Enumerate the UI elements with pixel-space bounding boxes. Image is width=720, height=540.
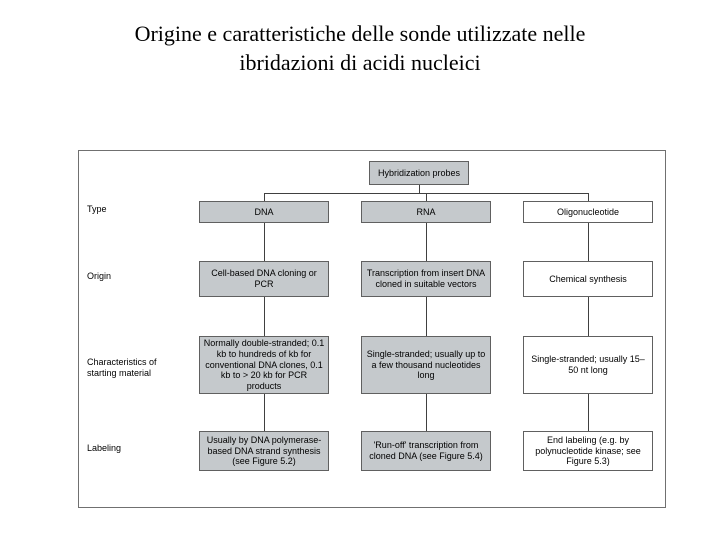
cell-type-1: RNA: [361, 201, 491, 223]
cell-type-2: Oligonucleotide: [523, 201, 653, 223]
connector-line: [264, 193, 265, 201]
cell-origin-0: Cell-based DNA cloning or PCR: [199, 261, 329, 297]
cell-characteristics-2: Single-stranded; usually 15–50 nt long: [523, 336, 653, 394]
cell-characteristics-1: Single-stranded; usually up to a few tho…: [361, 336, 491, 394]
cell-origin-1: Transcription from insert DNA cloned in …: [361, 261, 491, 297]
row-label-characteristics: Characteristics of starting material: [87, 357, 169, 379]
connector-line: [419, 185, 420, 193]
cell-labeling-2: End labeling (e.g. by polynucleotide kin…: [523, 431, 653, 471]
connector-line: [588, 193, 589, 201]
cell-origin-2: Chemical synthesis: [523, 261, 653, 297]
diagram-frame: Hybridization probes Type DNA RNA Oligonucle…: [78, 150, 666, 508]
connector-line: [426, 297, 427, 336]
connector-line: [426, 394, 427, 431]
connector-line: [588, 223, 589, 261]
connector-line: [264, 223, 265, 261]
cell-characteristics-0: Normally double-stranded; 0.1 kb to hund…: [199, 336, 329, 394]
connector-line: [264, 394, 265, 431]
connector-line: [264, 297, 265, 336]
cell-type-0: DNA: [199, 201, 329, 223]
connector-line: [588, 394, 589, 431]
row-label-origin: Origin: [87, 271, 169, 282]
row-label-type: Type: [87, 204, 169, 215]
row-label-labeling: Labeling: [87, 443, 169, 454]
cell-labeling-1: 'Run-off' transcription from cloned DNA …: [361, 431, 491, 471]
page-title: Origine e caratteristiche delle sonde ut…: [0, 0, 720, 77]
title-line-2: ibridazioni di acidi nucleici: [239, 50, 480, 75]
connector-line: [426, 193, 427, 201]
connector-line: [426, 223, 427, 261]
root-box: Hybridization probes: [369, 161, 469, 185]
cell-labeling-0: Usually by DNA polymerase-based DNA stra…: [199, 431, 329, 471]
connector-line: [588, 297, 589, 336]
title-line-1: Origine e caratteristiche delle sonde ut…: [135, 21, 586, 46]
